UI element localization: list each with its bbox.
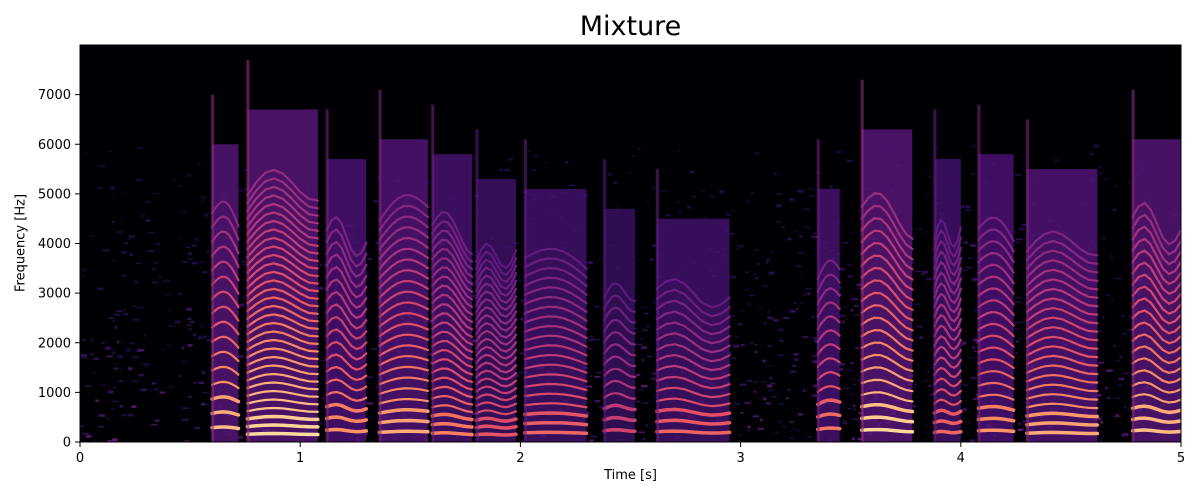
harmonic xyxy=(377,429,430,435)
speech-segment xyxy=(859,79,915,442)
speech-segment xyxy=(932,109,963,442)
speech-segment xyxy=(602,159,637,442)
speech-segment xyxy=(1025,119,1100,442)
harmonic xyxy=(210,425,241,431)
speech-segment xyxy=(815,139,842,442)
x-axis-label: Time [s] xyxy=(604,468,657,483)
x-tick-label: 3 xyxy=(736,451,744,466)
harmonic xyxy=(474,432,518,437)
y-tick-label: 1000 xyxy=(38,386,71,401)
y-tick-label: 2000 xyxy=(38,336,71,351)
speech-segment xyxy=(1130,89,1181,442)
speech-segment xyxy=(430,104,474,442)
spectrogram-heatmap xyxy=(80,59,1181,442)
harmonic xyxy=(976,428,1016,434)
harmonic xyxy=(523,420,589,427)
x-tick-label: 0 xyxy=(76,451,84,466)
y-tick-label: 0 xyxy=(63,436,71,451)
chart-title: Mixture xyxy=(579,11,682,42)
harmonic xyxy=(932,419,963,426)
y-tick-label: 4000 xyxy=(38,237,71,252)
y-tick-label: 7000 xyxy=(38,88,71,103)
x-tick-label: 1 xyxy=(296,451,304,466)
speech-segment xyxy=(474,129,518,442)
harmonic xyxy=(324,427,369,434)
harmonic xyxy=(859,427,915,434)
x-tick-label: 4 xyxy=(957,451,965,466)
y-tick-label: 3000 xyxy=(38,287,71,302)
harmonic xyxy=(602,428,637,433)
speech-segment xyxy=(655,169,732,442)
y-tick-label: 6000 xyxy=(38,138,71,153)
harmonic xyxy=(1025,430,1100,436)
speech-segment xyxy=(377,89,430,442)
y-tick-label: 5000 xyxy=(38,187,71,202)
harmonic xyxy=(245,431,320,437)
speech-segment xyxy=(210,94,241,442)
speech-segment xyxy=(976,104,1016,442)
y-axis-label: Frequency [Hz] xyxy=(13,193,29,293)
harmonic xyxy=(815,426,842,432)
x-tick-label: 5 xyxy=(1177,451,1185,466)
harmonic xyxy=(245,423,320,429)
harmonic xyxy=(474,424,518,430)
harmonic xyxy=(932,429,963,435)
harmonic xyxy=(523,430,589,436)
speech-segment xyxy=(245,59,320,442)
x-tick-label: 2 xyxy=(516,451,524,466)
harmonic xyxy=(1025,421,1100,427)
harmonic xyxy=(655,429,732,435)
speech-segment xyxy=(324,109,369,442)
spectrogram-plot-area xyxy=(80,45,1181,442)
harmonic xyxy=(430,431,474,437)
speech-segment xyxy=(523,139,589,442)
harmonic xyxy=(1130,428,1181,434)
